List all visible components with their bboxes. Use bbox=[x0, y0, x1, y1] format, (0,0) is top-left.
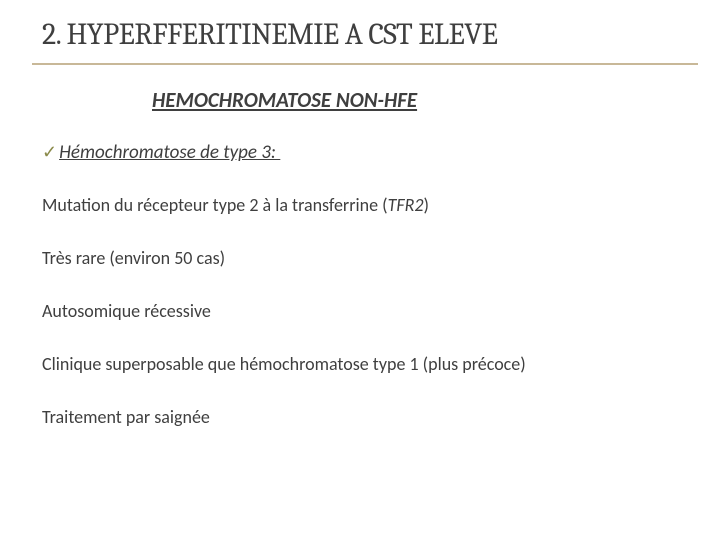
body-line-4: Clinique superposable que hémochromatose… bbox=[42, 353, 688, 376]
bullet-item: ✓ Hémochromatose de type 3: bbox=[42, 141, 688, 164]
check-icon: ✓ bbox=[42, 143, 57, 161]
body-line-2: Très rare (environ 50 cas) bbox=[42, 247, 688, 270]
body-line-5: Traitement par saignée bbox=[42, 406, 688, 429]
gene-name: TFR2 bbox=[388, 194, 424, 216]
title-divider bbox=[32, 63, 698, 65]
page-title: 2. HYPERFFERITINEMIE A CST ELEVE bbox=[42, 18, 688, 53]
body-text: Mutation du récepteur type 2 à la transf… bbox=[42, 194, 388, 216]
body-text-suffix: ) bbox=[424, 194, 429, 216]
slide-content: 2. HYPERFFERITINEMIE A CST ELEVE HEMOCHR… bbox=[0, 0, 720, 449]
subtitle: HEMOCHROMATOSE NON-HFE bbox=[152, 87, 688, 113]
bullet-label: Hémochromatose de type 3: bbox=[59, 141, 280, 164]
body-line-3: Autosomique récessive bbox=[42, 300, 688, 323]
body-line-1: Mutation du récepteur type 2 à la transf… bbox=[42, 194, 688, 217]
